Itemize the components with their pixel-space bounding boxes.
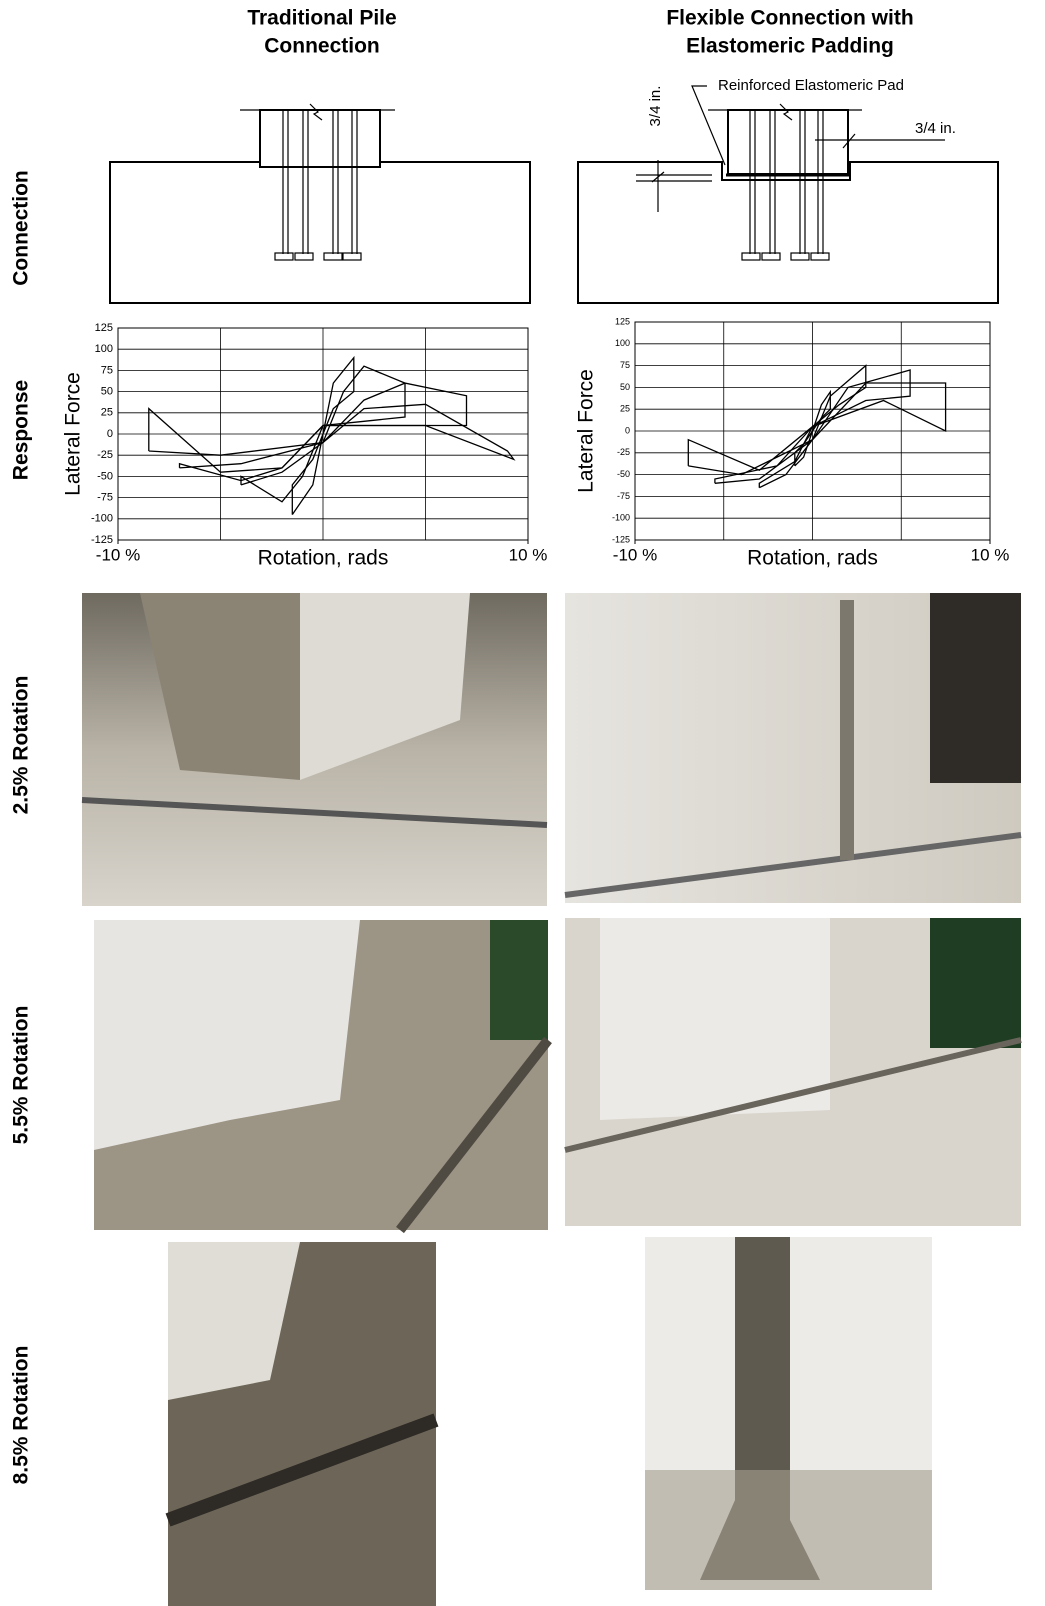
y-tick-label: -125 — [91, 534, 113, 546]
y-tick-label: -50 — [617, 469, 630, 479]
y-tick-label: 100 — [95, 343, 113, 355]
row-label: 2.5% Rotation — [10, 676, 33, 815]
flexible-connection-diagram: Reinforced Elastomeric Pad 3/4 in. 3/4 i… — [578, 77, 998, 303]
photo — [94, 920, 548, 1230]
x-axis-label: Rotation, rads — [258, 547, 389, 570]
response-chart: 125 100 75 50 25 0 -25 -50 -75 -100 -125-10 % 10 % R… — [62, 322, 548, 570]
photo — [82, 593, 547, 906]
y-tick-label: 125 — [95, 322, 113, 334]
row-label: 5.5% Rotation — [10, 1006, 33, 1145]
y-tick-label: 100 — [615, 338, 630, 348]
y-tick-label: -125 — [612, 534, 630, 544]
y-tick-label: 25 — [101, 407, 113, 419]
figure: Traditional Pile Connection Flexible Con… — [0, 0, 1045, 1606]
y-tick-label: 25 — [620, 404, 630, 414]
y-tick-label: -100 — [612, 513, 630, 523]
photo — [565, 918, 1021, 1226]
response-chart: 125 100 75 50 25 0 -25 -50 -75 -100 -125-10 % 10 % R… — [575, 316, 1010, 569]
column-header: Connection — [264, 35, 380, 58]
y-tick-label: 125 — [615, 316, 630, 326]
photo — [565, 593, 1021, 903]
row-label: Connection — [10, 170, 33, 286]
traditional-connection-diagram — [110, 104, 530, 303]
y-tick-label: 75 — [620, 360, 630, 370]
row-label: 8.5% Rotation — [10, 1346, 33, 1485]
y-tick-label: 75 — [101, 364, 113, 376]
y-tick-label: -100 — [91, 513, 113, 525]
photo — [645, 1237, 932, 1590]
y-axis-label: Lateral Force — [62, 372, 85, 496]
column-header: Traditional Pile — [247, 7, 396, 30]
column-header: Flexible Connection with — [666, 7, 913, 30]
gap-label: 3/4 in. — [915, 120, 956, 137]
pad-label: Reinforced Elastomeric Pad — [718, 77, 904, 94]
x-tick-label: 10 % — [971, 545, 1010, 564]
x-tick-label: -10 % — [96, 545, 140, 564]
y-tick-label: -25 — [617, 447, 630, 457]
y-tick-label: -25 — [97, 449, 113, 461]
y-tick-label: -75 — [97, 492, 113, 504]
y-tick-label: 0 — [625, 425, 630, 435]
y-tick-label: 0 — [107, 428, 113, 440]
y-tick-label: -75 — [617, 491, 630, 501]
y-tick-label: 50 — [101, 386, 113, 398]
column-header: Elastomeric Padding — [686, 35, 894, 58]
gap-label: 3/4 in. — [647, 86, 664, 127]
x-axis-label: Rotation, rads — [747, 547, 878, 570]
row-label: Response — [10, 380, 33, 480]
x-tick-label: -10 % — [613, 545, 657, 564]
y-axis-label: Lateral Force — [575, 369, 598, 493]
y-tick-label: -50 — [97, 470, 113, 482]
y-tick-label: 50 — [620, 382, 630, 392]
x-tick-label: 10 % — [509, 545, 548, 564]
photo — [168, 1242, 436, 1606]
